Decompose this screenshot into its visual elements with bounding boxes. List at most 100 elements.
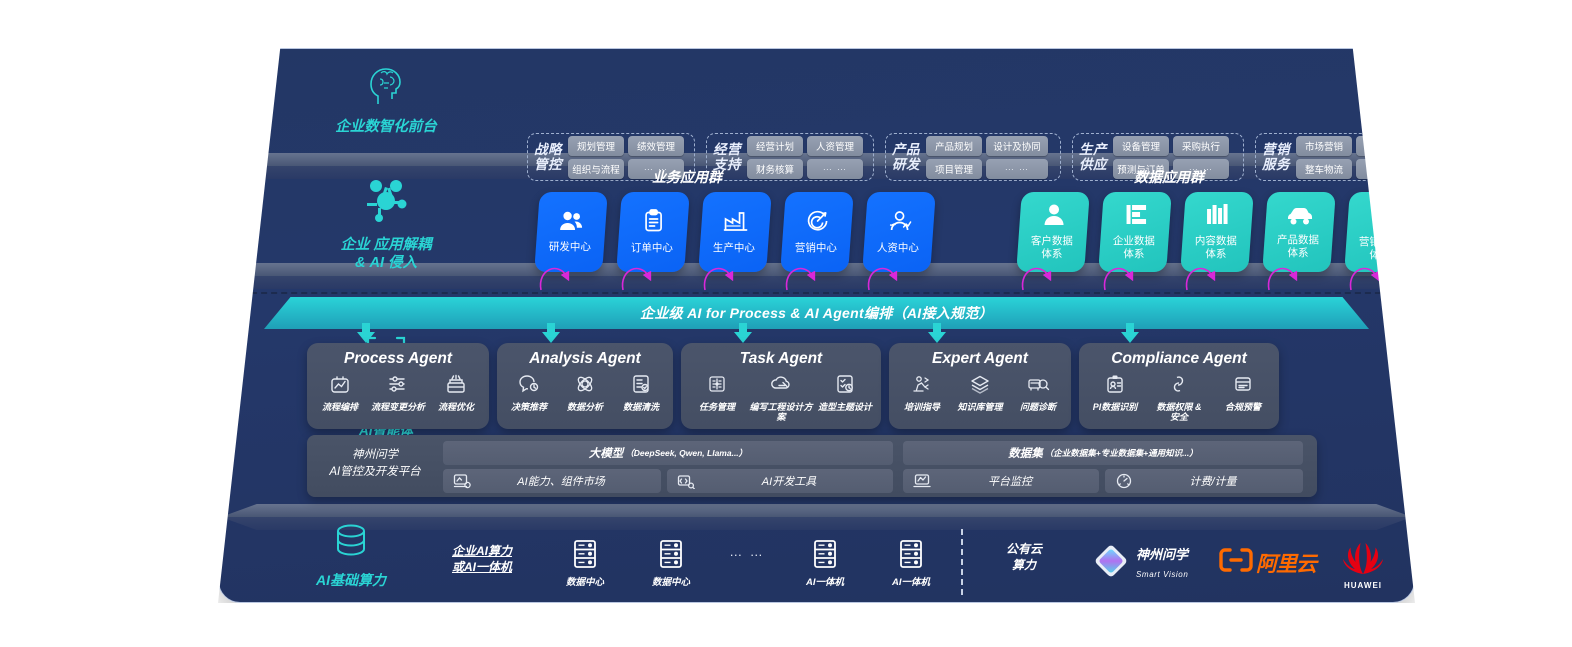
agent-capability-label: 问题诊断 bbox=[1019, 402, 1056, 412]
agent-capability[interactable]: 流程变更分析 bbox=[369, 374, 426, 412]
agent-capability[interactable]: 合规预警 bbox=[1211, 374, 1274, 412]
platform-cell-label: 计费/计量 bbox=[1189, 476, 1237, 488]
data-card-marketing[interactable]: 营销数据 体系 bbox=[1344, 192, 1415, 272]
vendor-name: 神州问学 bbox=[1136, 546, 1189, 562]
domain-group-2[interactable]: 产品 研发 产品规划 设计及协同 项目管理 … … bbox=[885, 133, 1061, 181]
vendor-shenzhou-text: 神州问学 Smart Vision bbox=[1136, 546, 1188, 582]
clean-data-icon bbox=[630, 374, 652, 399]
meter-icon bbox=[1115, 473, 1133, 489]
app-card-marketing[interactable]: 营销中心 bbox=[780, 192, 854, 272]
platform-cell-meter[interactable]: 计费/计量 bbox=[1105, 469, 1303, 493]
agent-name: Expert Agent bbox=[932, 350, 1028, 367]
platform-cell-devtool[interactable]: AI开发工具 bbox=[667, 469, 893, 493]
infra-node-3[interactable]: AI一体机 bbox=[789, 539, 861, 588]
agent-capability-label: 流程编排 bbox=[321, 402, 358, 412]
agent-name: Analysis Agent bbox=[529, 350, 641, 367]
huawei-logo-icon bbox=[1337, 541, 1389, 580]
vendor-shenzhou[interactable]: 神州问学 Smart Vision bbox=[1091, 541, 1188, 586]
vendor-huawei[interactable]: HUAWEI bbox=[1337, 541, 1389, 590]
alert-doc-icon bbox=[1232, 374, 1254, 399]
agent-card-process[interactable]: Process Agent 流程编排 流程变更分析 流程优化 bbox=[307, 343, 489, 429]
agent-name: Process Agent bbox=[344, 350, 452, 367]
domain-chip[interactable]: 采购执行 bbox=[1173, 136, 1229, 156]
molecule-icon bbox=[301, 177, 471, 230]
target-icon bbox=[806, 209, 830, 238]
app-card-rd[interactable]: 研发中心 bbox=[534, 192, 608, 272]
server-icon bbox=[572, 539, 598, 574]
infra-node-1[interactable]: 数据中心 bbox=[635, 539, 707, 588]
infra-divider bbox=[961, 529, 963, 595]
agent-capability[interactable]: 编写工程设计方案 bbox=[749, 374, 812, 423]
vendor-aliyun[interactable]: 阿里云 bbox=[1219, 547, 1316, 578]
platform-cell-label: 平台监控 bbox=[988, 476, 1032, 488]
large-model-bar[interactable]: 大模型 （DeepSeek, Qwen, Llama...） bbox=[443, 441, 893, 465]
agent-capability[interactable]: 数据权限 & 安全 bbox=[1147, 374, 1210, 423]
data-card-content[interactable]: 内容数据 体系 bbox=[1180, 192, 1254, 272]
agent-capability-label: 决策推荐 bbox=[510, 402, 547, 412]
domain-chip[interactable]: 市场营销 bbox=[1296, 136, 1352, 156]
agent-card-analysis[interactable]: Analysis Agent 决策推荐 数据分析 数据清洗 bbox=[497, 343, 673, 429]
large-model-sub: （DeepSeek, Qwen, Llama...） bbox=[625, 448, 748, 458]
design-doc-icon bbox=[834, 374, 856, 399]
market-icon bbox=[453, 473, 471, 489]
domain-chip[interactable]: 设计及协同 bbox=[986, 136, 1048, 156]
domain-chip[interactable]: 设备管理 bbox=[1113, 136, 1169, 156]
agent-capability[interactable]: 流程优化 bbox=[427, 374, 484, 412]
id-card-icon bbox=[1104, 374, 1126, 399]
agent-capability[interactable]: 造型主题设计 bbox=[813, 374, 876, 412]
platform-cell-monitor[interactable]: 平台监控 bbox=[903, 469, 1099, 493]
dataset-title: 数据集 bbox=[1008, 448, 1043, 460]
domain-chip[interactable]: … … bbox=[1356, 159, 1412, 179]
platform-cell-label: AI能力、组件市场 bbox=[517, 476, 605, 488]
ellipsis-icon: … … bbox=[729, 544, 765, 559]
agent-capability-label: 数据清洗 bbox=[622, 402, 659, 412]
rail-item-compute: AI基础算力 bbox=[271, 521, 431, 590]
platform-cell-label: AI开发工具 bbox=[761, 476, 817, 488]
clipboard-icon bbox=[643, 209, 665, 238]
data-card-product[interactable]: 产品数据 体系 bbox=[1262, 192, 1336, 272]
domain-chip[interactable]: 绩效管理 bbox=[628, 136, 684, 156]
list-settings-icon bbox=[387, 374, 409, 399]
domain-chip[interactable]: 整车物流 bbox=[1296, 159, 1352, 179]
agent-capability-label: PI数据识别 bbox=[1092, 402, 1138, 412]
agent-card-task[interactable]: Task Agent 任务管理 编写工程设计方案 造型主题设计 bbox=[681, 343, 881, 429]
agent-capability[interactable]: 数据清洗 bbox=[613, 374, 668, 412]
agent-capability[interactable]: 知识库管理 bbox=[951, 374, 1008, 412]
domain-chip[interactable]: 经营计划 bbox=[747, 136, 803, 156]
domain-chip[interactable]: 项目管理 bbox=[926, 159, 982, 179]
domain-chip[interactable]: 规划管理 bbox=[568, 136, 624, 156]
infra-node-4[interactable]: AI一体机 bbox=[875, 539, 947, 588]
atom-icon bbox=[1370, 203, 1394, 232]
agent-capability[interactable]: 流程编排 bbox=[311, 374, 368, 412]
agent-card-compliance[interactable]: Compliance Agent PI数据识别 数据权限 & 安全 合规预警 bbox=[1079, 343, 1279, 429]
data-card-label: 内容数据 体系 bbox=[1194, 235, 1237, 260]
diamond-logo-icon bbox=[1091, 541, 1131, 586]
app-card-production[interactable]: 生产中心 bbox=[698, 192, 772, 272]
domain-chip[interactable]: 人资管理 bbox=[807, 136, 863, 156]
rail-item-front: 企业数智化前台 bbox=[301, 63, 471, 136]
optimize-icon bbox=[445, 374, 467, 399]
domain-chip[interactable]: 客户关系 bbox=[1356, 136, 1412, 156]
app-card-order[interactable]: 订单中心 bbox=[616, 192, 690, 272]
agent-card-expert[interactable]: Expert Agent 培训指导 知识库管理 问题诊断 bbox=[889, 343, 1071, 429]
app-card-hr[interactable]: 人资中心 bbox=[862, 192, 936, 272]
agent-capability[interactable]: 问题诊断 bbox=[1009, 374, 1066, 412]
agent-capability[interactable]: 决策推荐 bbox=[501, 374, 556, 412]
dataset-bar[interactable]: 数据集 （企业数据集+专业数据集+通用知识...） bbox=[903, 441, 1303, 465]
platform-cell-market[interactable]: AI能力、组件市场 bbox=[443, 469, 661, 493]
domain-chip[interactable]: 产品规划 bbox=[926, 136, 982, 156]
agent-capability[interactable]: 培训指导 bbox=[893, 374, 950, 412]
data-card-enterprise[interactable]: 企业数据 体系 bbox=[1098, 192, 1172, 272]
data-group-title: 数据应用群 bbox=[1134, 169, 1204, 185]
agent-capability[interactable]: 数据分析 bbox=[557, 374, 612, 412]
vendor-sub: Smart Vision bbox=[1136, 569, 1189, 579]
data-card-customer[interactable]: 客户数据 体系 bbox=[1016, 192, 1090, 272]
agent-capability-label: 数据权限 & 安全 bbox=[1156, 402, 1202, 423]
diagnose-icon bbox=[1026, 374, 1050, 399]
building-icon bbox=[1125, 203, 1148, 231]
infra-node-0[interactable]: 数据中心 bbox=[549, 539, 621, 588]
devtool-icon bbox=[677, 473, 695, 489]
agent-capability[interactable]: 任务管理 bbox=[685, 374, 748, 412]
agent-capability[interactable]: PI数据识别 bbox=[1083, 374, 1146, 412]
